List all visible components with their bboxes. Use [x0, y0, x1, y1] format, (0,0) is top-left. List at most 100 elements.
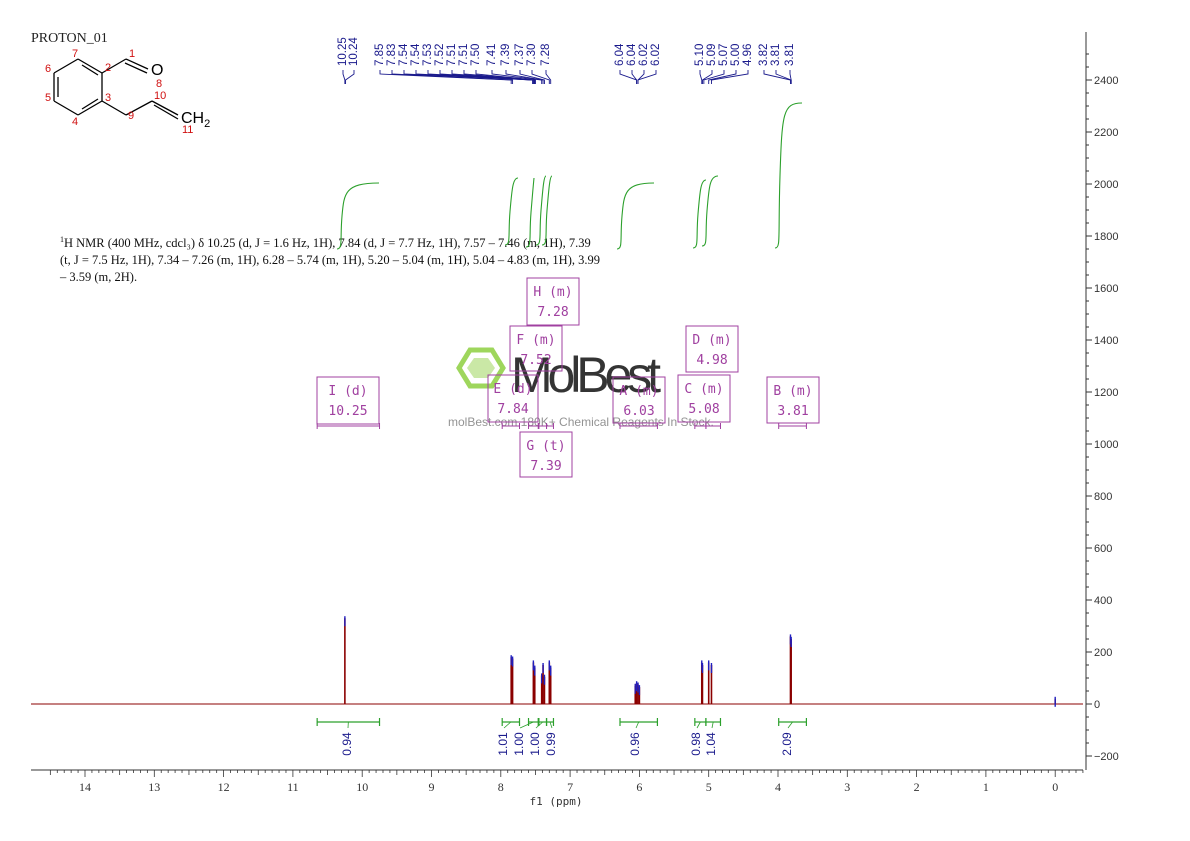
- multiplet-box: [316, 376, 380, 425]
- integration-connector: [535, 721, 543, 729]
- oxygen-label: O: [151, 62, 163, 79]
- peak-label-connector: [463, 70, 536, 84]
- y-tick-label: 2400: [1094, 75, 1118, 87]
- peak-label: 5.09: [706, 44, 718, 66]
- peak-label: 7.39: [500, 44, 512, 66]
- atom-label: 6: [45, 63, 51, 75]
- atom-label: 9: [128, 110, 134, 122]
- peak-label: 5.07: [718, 44, 730, 66]
- peak-label: 7.50: [470, 44, 482, 66]
- x-tick-label: 10: [356, 780, 368, 794]
- peak-label: 6.02: [638, 44, 650, 66]
- integral-curve: [701, 175, 719, 247]
- peak-label: 4.96: [742, 44, 754, 66]
- integral-curve: [535, 175, 547, 246]
- multiplet-label: B (m): [773, 384, 812, 399]
- multiplet-label: G (t): [526, 439, 565, 454]
- peak-label-connector: [637, 70, 645, 84]
- integration-value: 0.99: [544, 732, 558, 756]
- peak-label: 7.53: [422, 44, 434, 66]
- x-tick-label: 2: [914, 780, 920, 794]
- integration-value: 1.00: [512, 732, 526, 756]
- integration-connector: [711, 721, 714, 729]
- peak-label-connector: [702, 70, 713, 84]
- peak-label-connector: [505, 70, 544, 84]
- integration-value: 1.01: [496, 732, 510, 756]
- x-tick-label: 12: [218, 780, 230, 794]
- integration-connector: [503, 721, 512, 729]
- integration-value: 0.98: [689, 732, 703, 756]
- multiplet-label: E (d): [493, 382, 532, 397]
- peak-label-connector: [699, 70, 703, 84]
- x-tick-label: 6: [636, 780, 642, 794]
- integral-curve: [525, 177, 535, 248]
- y-tick-label: 1600: [1094, 283, 1118, 295]
- y-tick-label: 400: [1094, 595, 1112, 607]
- peak-label-connector: [708, 70, 737, 84]
- integration-value: 2.09: [780, 732, 794, 756]
- atom-label: 10: [154, 90, 166, 102]
- x-tick-label: 4: [775, 780, 781, 794]
- peak-label: 6.02: [650, 44, 662, 66]
- peak-label: 6.04: [614, 43, 626, 66]
- integral-curve: [692, 179, 707, 249]
- peak-label: 5.10: [694, 44, 706, 66]
- multiplet-label: D (m): [692, 333, 731, 348]
- atom-label: 3: [105, 92, 111, 104]
- x-tick-label: 11: [287, 780, 299, 794]
- integration-connector: [519, 721, 534, 729]
- watermark-logo-inner: [467, 358, 495, 378]
- integration-connector: [635, 721, 640, 729]
- peak-label: 7.51: [458, 44, 470, 66]
- multiplet-shift: 7.84: [497, 402, 528, 417]
- x-tick-label: 5: [706, 780, 712, 794]
- multiplet-box: [766, 376, 820, 424]
- peak-label-connector: [637, 70, 657, 84]
- multiplet-box: [487, 374, 539, 423]
- multiplet-label: H (m): [533, 285, 572, 300]
- y-tick-label: 1800: [1094, 231, 1118, 243]
- y-tick-label: 800: [1094, 491, 1112, 503]
- atom-label: 2: [105, 62, 111, 74]
- peak-label: 7.85: [374, 44, 386, 66]
- peak-label-connector: [345, 70, 355, 84]
- y-tick-label: −200: [1094, 751, 1119, 763]
- atom-label: 7: [72, 48, 78, 60]
- spectrum-title: PROTON_01: [31, 31, 108, 46]
- peak-label: 10.24: [348, 37, 360, 66]
- peak-label-connector: [475, 70, 536, 84]
- x-tick-label: 1: [983, 780, 989, 794]
- x-tick-label: 9: [429, 780, 435, 794]
- peak-label: 3.81: [770, 44, 782, 66]
- integration-connector: [696, 721, 701, 729]
- x-axis-label: f1 (ppm): [530, 795, 583, 808]
- integration-connector: [549, 721, 553, 729]
- x-tick-label: 14: [79, 780, 91, 794]
- peak-label: 3.81: [784, 44, 796, 66]
- integral-curve: [336, 182, 380, 250]
- multiplet-label: F (m): [516, 333, 555, 348]
- x-tick-label: 13: [148, 780, 160, 794]
- molecule-structure: 1 2 3 4 5 6 7 8 9 10 11 O CH2: [45, 48, 210, 136]
- peak-label-connector: [519, 70, 545, 84]
- y-tick-label: 200: [1094, 647, 1112, 659]
- watermark-logo-icon: [456, 347, 506, 389]
- peak-label-connector: [439, 70, 535, 84]
- peak-label-connector: [631, 70, 638, 84]
- y-tick-label: 1400: [1094, 335, 1118, 347]
- peak-label-connector: [491, 70, 543, 84]
- peak-label: 3.82: [758, 44, 770, 66]
- peak-label: 7.28: [540, 44, 552, 66]
- peak-label: 10.25: [337, 37, 349, 66]
- multiplet-box: [685, 325, 739, 373]
- multiplet-label: A (m): [619, 384, 658, 399]
- y-tick-label: 2200: [1094, 127, 1118, 139]
- multiplet-label: I (d): [328, 384, 367, 399]
- peak-label: 7.54: [398, 43, 410, 66]
- x-tick-label: 8: [498, 780, 504, 794]
- multiplet-box: [612, 376, 666, 424]
- integration-value: 0.96: [628, 732, 642, 756]
- peak-label: 6.04: [626, 43, 638, 66]
- multiplet-shift: 5.08: [688, 402, 719, 417]
- peak-label: 7.83: [386, 44, 398, 66]
